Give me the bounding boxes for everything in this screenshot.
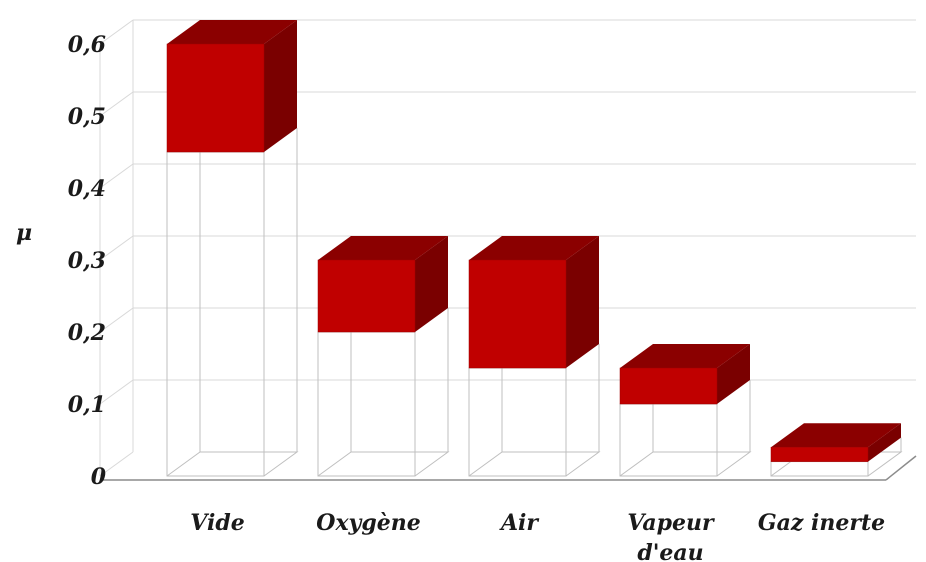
bar-outline-front — [468, 367, 567, 477]
x-category-labels: Vide Oxygène Air Vapeur d'eau Gaz inerte — [190, 510, 885, 562]
bar-front-face — [619, 367, 718, 405]
bar-outline-floor — [619, 451, 752, 477]
bar-top-face — [620, 344, 750, 368]
bar-side-face — [264, 20, 297, 152]
bar-outline-floor — [468, 451, 601, 477]
y-tick-labels: 0 0,1 0,2 0,3 0,4 0,5 0,6 — [68, 32, 107, 490]
bar-front-face — [468, 259, 567, 369]
y-tick-label: 0 — [91, 464, 107, 490]
floor-right-edge — [885, 455, 917, 481]
bar-range-2 — [468, 236, 599, 369]
bar-outline-floor — [166, 451, 299, 477]
bar-range-3 — [619, 344, 750, 405]
bar-side-face — [717, 344, 750, 404]
y-tick-label: 0,6 — [68, 32, 106, 58]
bar-top-face — [771, 423, 901, 448]
bar-range-4 — [770, 423, 901, 462]
x-category-label: Oxygène — [316, 510, 420, 536]
gridline-side — [99, 163, 134, 189]
x-category-label: Air — [499, 510, 539, 536]
bar-range-0 — [166, 20, 297, 153]
bar-outline-front — [166, 151, 265, 477]
bar-outline-front — [317, 331, 416, 477]
x-category-label: Vapeur d'eau — [627, 510, 715, 562]
bar-front-face — [166, 43, 265, 153]
gridline-side — [99, 307, 134, 333]
bar-side-face — [415, 236, 448, 332]
bar-front-face — [770, 446, 869, 462]
bar-range-1 — [317, 236, 448, 333]
bar-outline-0 — [166, 128, 299, 477]
bar-top-face — [469, 236, 599, 260]
x-category-label: Vide — [190, 510, 244, 536]
axis-layer — [99, 20, 917, 481]
y-tick-label: 0,4 — [68, 176, 106, 202]
bar-top-face — [318, 236, 448, 260]
y-axis-label: μ — [16, 220, 32, 246]
y-tick-label: 0,3 — [68, 248, 106, 274]
gridline-side — [99, 19, 134, 45]
bar-top-face — [167, 20, 297, 44]
bars-layer — [166, 20, 903, 477]
y-tick-label: 0,1 — [68, 392, 106, 418]
gridline-side — [99, 451, 134, 477]
bar-side-face — [868, 423, 901, 462]
bar-outline-1 — [317, 308, 450, 477]
y-tick-label: 0,5 — [68, 104, 106, 130]
gridline-side — [99, 91, 134, 117]
bar-side-face — [566, 236, 599, 368]
x-category-label: Gaz inerte — [758, 510, 885, 536]
bar-front-face — [317, 259, 416, 333]
y-tick-label: 0,2 — [68, 320, 106, 346]
bar-outline-front — [770, 461, 869, 477]
bar-outline-floor — [317, 451, 450, 477]
gridline-side — [99, 235, 134, 261]
gridline-side — [99, 379, 134, 405]
